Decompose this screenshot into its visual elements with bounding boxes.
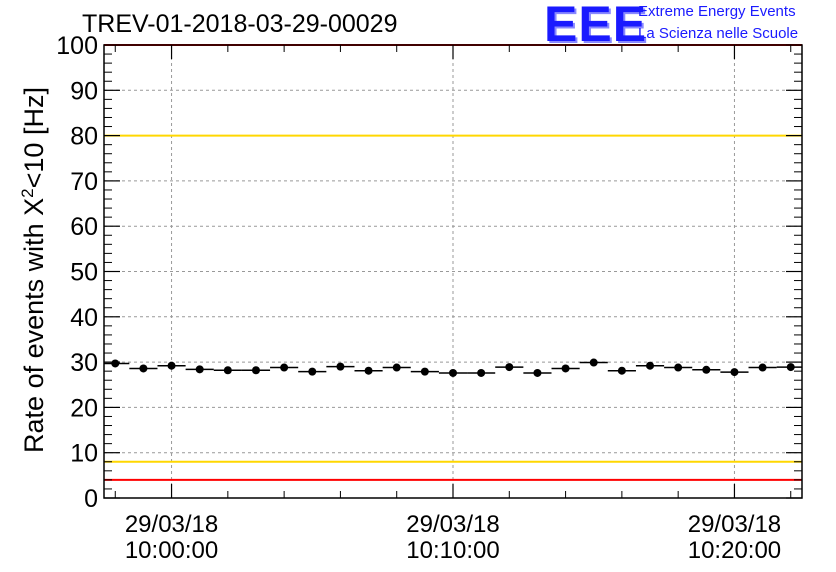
data-point bbox=[280, 363, 289, 372]
data-point bbox=[505, 363, 514, 372]
data-point bbox=[449, 368, 457, 377]
data-point bbox=[674, 363, 683, 372]
data-point bbox=[786, 363, 795, 372]
data-point bbox=[730, 368, 739, 377]
data-point bbox=[392, 363, 401, 372]
data-point bbox=[364, 366, 373, 375]
logo-line-1: Extreme Energy Events bbox=[638, 3, 796, 20]
data-point bbox=[336, 362, 345, 371]
data-point bbox=[617, 366, 626, 375]
data-point bbox=[758, 363, 767, 372]
x-tick-date-label: 29/03/18 bbox=[406, 511, 499, 538]
x-tick-time-label: 10:00:00 bbox=[125, 537, 218, 564]
x-tick-time-label: 10:10:00 bbox=[406, 537, 499, 564]
y-tick-label: 50 bbox=[70, 259, 98, 287]
y-tick-label: 20 bbox=[70, 394, 98, 422]
data-point bbox=[589, 358, 598, 367]
data-point bbox=[533, 368, 542, 377]
data-point bbox=[167, 361, 176, 370]
data-point bbox=[646, 361, 655, 370]
x-tick-date-label: 29/03/18 bbox=[125, 511, 218, 538]
tick-labels: 010203040506070809010029/03/1810:00:0029… bbox=[56, 32, 781, 564]
data-point bbox=[111, 359, 120, 368]
data-point bbox=[195, 365, 204, 374]
y-tick-label: 30 bbox=[70, 349, 98, 377]
x-tick-time-label: 10:20:00 bbox=[688, 537, 781, 564]
data-point bbox=[139, 364, 148, 373]
grid-layer bbox=[104, 45, 802, 498]
data-point bbox=[308, 367, 317, 376]
y-tick-label: 10 bbox=[70, 440, 98, 468]
y-tick-label: 60 bbox=[70, 213, 98, 241]
eee-logo-mark: EEE bbox=[544, 0, 648, 52]
data-points bbox=[104, 358, 802, 377]
data-point bbox=[561, 364, 570, 373]
y-tick-label: 80 bbox=[70, 123, 98, 151]
y-tick-label: 100 bbox=[56, 32, 98, 60]
data-point bbox=[420, 367, 429, 376]
y-tick-label: 40 bbox=[70, 304, 98, 332]
logo-line-2: La Scienza nelle Scuole bbox=[638, 25, 799, 42]
axis-ticks bbox=[104, 44, 802, 499]
y-tick-label: 90 bbox=[70, 77, 98, 105]
data-point bbox=[477, 368, 486, 377]
y-tick-label: 70 bbox=[70, 168, 98, 196]
data-point bbox=[251, 366, 260, 375]
data-point bbox=[223, 366, 232, 375]
data-point bbox=[702, 365, 711, 374]
y-tick-label: 0 bbox=[84, 485, 98, 513]
chart-title: TREV-01-2018-03-29-00029 bbox=[82, 10, 398, 38]
x-tick-date-label: 29/03/18 bbox=[688, 511, 781, 538]
